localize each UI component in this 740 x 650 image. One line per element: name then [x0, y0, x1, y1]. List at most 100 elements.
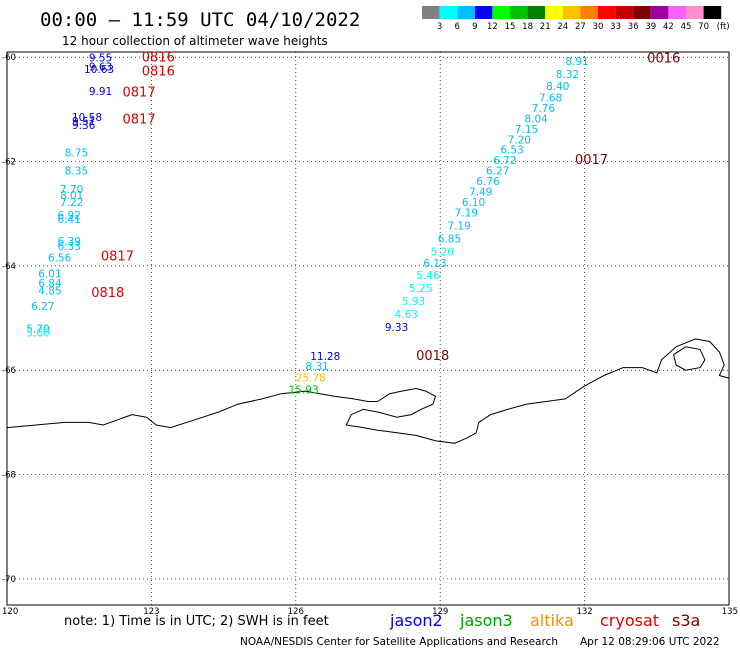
pass-time-label: 0816	[142, 64, 175, 79]
pass-time-label: 0016	[647, 51, 680, 66]
pass-time-label: 0817	[101, 250, 134, 265]
wave-height-label: 4.85	[38, 286, 61, 298]
wave-height-label: 6.92	[58, 210, 81, 222]
wave-height-label: 7.19	[447, 220, 470, 232]
satellite-name: altika	[530, 611, 574, 630]
legend-swatch	[545, 6, 563, 19]
map-title: 00:00 – 11:59 UTC 04/10/2022	[40, 9, 360, 31]
legend-swatch	[650, 6, 669, 19]
legend-swatch	[633, 6, 651, 19]
legend-swatch	[562, 6, 581, 19]
satellite-legend: jason2 jason3 altika cryosat s3a	[389, 611, 700, 630]
wave-height-label: 5.60	[26, 327, 49, 339]
wave-height-label: 7.76	[532, 103, 556, 115]
wave-height-label: 10.58	[72, 112, 102, 124]
footer-note: note: 1) Time is in UTC; 2) SWH is in fe…	[64, 614, 329, 629]
legend-tick-label: 12	[487, 22, 498, 32]
legend-swatch	[510, 6, 528, 19]
wave-height-label: 9.55	[89, 52, 112, 64]
coastline	[6, 338, 730, 444]
wave-height-label: 5.46	[416, 270, 440, 282]
lat-label: -70	[2, 575, 16, 585]
satellite-name: s3a	[672, 611, 700, 630]
lon-label: 120	[2, 607, 18, 617]
legend-swatch	[703, 6, 722, 19]
legend-swatch	[580, 6, 598, 19]
legend-tick-label: 9	[472, 22, 477, 32]
legend-swatch	[422, 6, 440, 19]
wave-height-label: 6.85	[438, 233, 461, 245]
wave-height-label: 8.75	[65, 147, 88, 159]
pass-time-label: 0017	[575, 153, 608, 168]
wave-height-label: 11.28	[310, 351, 340, 363]
wave-height-label: 8.35	[65, 166, 88, 178]
wave-height-label: 9.36	[72, 120, 96, 132]
legend-swatch	[598, 6, 616, 19]
wave-height-label: 6.13	[423, 258, 446, 270]
wave-height-label: 5.70	[26, 324, 49, 336]
pass-time-label: 0018	[416, 349, 449, 364]
legend-tick-label: 36	[628, 22, 639, 32]
wave-height-label: 7.20	[508, 134, 531, 146]
satellite-name: jason2	[389, 611, 443, 630]
legend-swatch	[686, 6, 704, 19]
wave-height-label: 4.63	[394, 309, 417, 321]
wave-height-label: 15.93	[289, 385, 319, 397]
wave-height-label: 6.84	[38, 278, 62, 290]
legend-tick-label: 42	[663, 22, 674, 32]
satellite-name: cryosat	[600, 611, 659, 630]
lat-label: -68	[2, 471, 16, 481]
wave-height-label: 9.63	[89, 61, 112, 73]
wave-height-label: 8.01	[60, 190, 83, 202]
wave-height-label: 7.15	[515, 124, 538, 136]
legend-tick-label: 21	[540, 22, 551, 32]
wave-height-label: 6.01	[38, 268, 61, 280]
wave-height-label: 6.10	[462, 197, 485, 209]
wave-height-label: 6.72	[493, 155, 516, 167]
pass-time-label: 0817	[123, 112, 156, 127]
wave-height-label: 7.70	[60, 184, 83, 196]
legend-tick-label: 18	[522, 22, 533, 32]
lon-label: 135	[722, 607, 738, 617]
pass-time-label: 0818	[91, 286, 124, 301]
coastline-main	[6, 338, 730, 444]
wave-height-label: 6.41	[58, 214, 81, 226]
legend-unit: (ft)	[717, 22, 730, 32]
pass-time-label: 0817	[123, 85, 156, 100]
wave-height-label: 8.31	[305, 361, 328, 373]
wave-height-label: 7.68	[539, 93, 562, 105]
wave-height-label: 10.63	[84, 64, 114, 76]
lon-label: 123	[143, 607, 159, 617]
satellite-name: jason3	[459, 611, 513, 630]
lat-label: -64	[2, 262, 16, 272]
wave-height-label: 7.22	[60, 197, 83, 209]
wave-height-label: 8.40	[546, 81, 569, 93]
wave-height-label: 7.49	[469, 186, 492, 198]
legend-tick-label: 27	[575, 22, 586, 32]
legend-swatch	[527, 6, 546, 19]
wave-height-label: 6.33	[58, 241, 81, 253]
legend-tick-label: 45	[681, 22, 692, 32]
wave-height-label: 9.51	[72, 116, 95, 128]
wave-height-label: 5.93	[402, 296, 425, 308]
legend-tick-label: 6	[454, 22, 459, 32]
footer-timestamp: Apr 12 08:29:06 UTC 2022	[580, 636, 720, 648]
wave-height-label: 6.27	[486, 166, 509, 178]
legend-swatch	[492, 6, 510, 19]
wave-height-label: 6.76	[476, 176, 500, 188]
wave-height-label: 6.56	[48, 253, 72, 265]
axis-labels: -60 -62 -64 -66 -68 -70 120 123 126 129 132 135	[2, 53, 738, 617]
wave-height-label: 6.27	[31, 301, 54, 313]
grid-lines	[7, 52, 729, 605]
lat-label: -60	[2, 53, 16, 63]
wave-height-label: 6.39	[58, 236, 81, 248]
coastline-island	[673, 346, 706, 371]
lon-label: 126	[288, 607, 304, 617]
wave-height-label: 7.19	[455, 207, 478, 219]
wave-height-label: 8.91	[565, 56, 588, 68]
legend-swatch	[439, 6, 458, 19]
legend-tick-label: 24	[557, 22, 568, 32]
legend-tick-label: 33	[610, 22, 621, 32]
